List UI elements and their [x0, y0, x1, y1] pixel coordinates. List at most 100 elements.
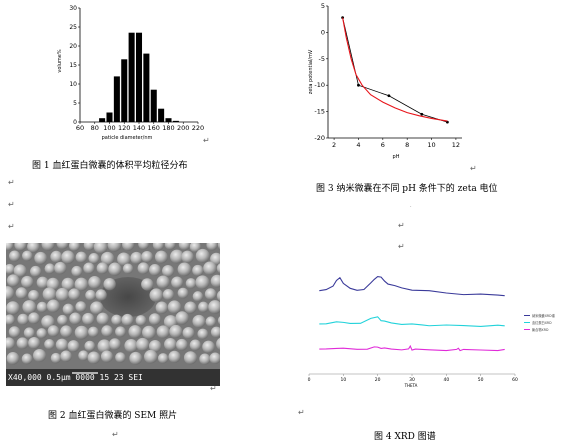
- fig1-ylabel: volume%: [57, 49, 63, 73]
- sem-particle: [21, 275, 34, 289]
- sem-particle: [141, 278, 154, 291]
- sem-particle: [167, 300, 182, 314]
- legend-item: 聚合物XRD: [524, 326, 564, 333]
- fig1-x-tick-label: 60: [76, 124, 84, 132]
- fig1-y-tick-label: 10: [69, 81, 77, 88]
- sem-particle: [197, 328, 209, 340]
- sem-particle: [88, 276, 102, 289]
- sem-particle: [57, 314, 68, 326]
- fig1-x-tick-label: 80: [91, 124, 99, 132]
- sem-particle: [61, 277, 75, 291]
- paragraph-mark: ↵: [8, 222, 15, 231]
- fig2-caption: 图 2 血红蛋白微囊的 SEM 照片: [48, 411, 178, 421]
- sem-particle: [88, 253, 100, 264]
- fig1-y-tick-label: 25: [69, 24, 77, 31]
- fig3-y-tick-label: -5: [319, 55, 325, 63]
- sem-particle: [17, 313, 29, 326]
- sem-particle: [129, 351, 143, 365]
- fig4-x-tick-label: 50: [478, 377, 484, 383]
- paragraph-mark: ↵: [8, 200, 15, 209]
- sem-particle: [124, 339, 138, 353]
- sem-particle: [195, 275, 210, 290]
- sem-particle: [83, 243, 95, 251]
- legend-swatch: [524, 329, 530, 330]
- sem-particle: [122, 243, 135, 251]
- fig1-y-tick-label: 15: [69, 62, 77, 69]
- legend-item: 血红蛋白XRD: [524, 319, 564, 326]
- fig4-x-tick-label: 20: [375, 377, 381, 383]
- sem-particle: [30, 265, 42, 278]
- fig1-xlabel: paticle diameter/nm: [102, 135, 153, 141]
- fig1-x-tick-label: 160: [148, 124, 160, 132]
- sem-particle: [46, 277, 60, 291]
- sem-particle: [6, 314, 15, 326]
- sem-particle: [183, 351, 198, 365]
- sem-scale-label: X40,000 0.5μm 0000 15 23 SEI: [8, 373, 143, 382]
- sem-particle: [69, 312, 82, 325]
- sem-particle: [50, 250, 63, 263]
- fig1-y-tick-label: 20: [69, 43, 77, 50]
- sem-particle: [22, 300, 37, 314]
- sem-particle: [157, 353, 169, 364]
- fig3-x-tick-label: 12: [452, 141, 460, 149]
- sem-particle: [68, 288, 81, 301]
- sem-particle: [192, 314, 206, 328]
- fig1-bar: [113, 76, 120, 122]
- fig4-x-tick-label: 30: [409, 377, 415, 383]
- fig3-y-tick-label: -20: [314, 134, 325, 142]
- sem-particle: [6, 274, 20, 287]
- sem-particle: [75, 301, 87, 313]
- sem-particle: [189, 243, 201, 253]
- fig4-series-line: [319, 344, 505, 352]
- sem-particle: [204, 288, 217, 300]
- sem-particle: [36, 328, 47, 339]
- sem-particle: [117, 252, 131, 266]
- paragraph-mark: ↵: [112, 430, 119, 439]
- sem-particle: [60, 350, 72, 362]
- sem-particle: [108, 262, 122, 276]
- sem-particle: [175, 311, 189, 325]
- legend-item: 纳米微囊XRD谱: [524, 312, 564, 319]
- sem-particle: [192, 264, 204, 277]
- fig1-x-tick-label: 120: [118, 124, 130, 132]
- fig3-point: [387, 94, 391, 98]
- fig4-x-tick-label: 10: [340, 377, 346, 383]
- sem-particle: [178, 243, 191, 251]
- sem-particle: [177, 262, 192, 277]
- sem-particle: [14, 243, 27, 251]
- fig1-bar: [172, 120, 179, 122]
- sem-particle: [216, 263, 220, 274]
- sem-particle: [13, 264, 27, 278]
- sem-particle: [156, 275, 170, 289]
- fig1-bar: [143, 53, 150, 122]
- fig3-y-tick-label: -15: [314, 108, 325, 116]
- fig4-x-tick-label: 0: [308, 377, 311, 383]
- legend-swatch: [524, 315, 530, 316]
- sem-particle: [95, 289, 107, 301]
- sem-particle: [28, 290, 40, 302]
- sem-particle: [202, 340, 215, 354]
- sem-particle: [115, 352, 126, 363]
- sem-particle: [195, 248, 210, 263]
- fig1-chart: 60 80 100 120 140 160 180 200 220 0 5 10 15 20 25 30 pa…: [57, 5, 204, 141]
- sem-particle: [189, 339, 201, 351]
- sem-particle: [16, 337, 29, 350]
- sem-particle: [84, 340, 96, 352]
- sem-particle: [128, 325, 142, 339]
- fig3-y-tick-label: -10: [314, 81, 325, 89]
- sem-particle: [136, 337, 150, 352]
- fig1-bar: [150, 89, 157, 122]
- fig3-ylabel: zeta potential/mV: [308, 49, 314, 94]
- fig4-series-line: [319, 316, 505, 327]
- sem-particle: [216, 290, 220, 302]
- sem-particle: [208, 300, 220, 314]
- paragraph-mark: ↵: [203, 136, 210, 145]
- fig1-bar: [106, 112, 113, 122]
- fig1-x-tick-label: 200: [177, 124, 189, 132]
- paragraph-mark: ↵: [8, 178, 15, 187]
- sem-particle: [47, 325, 60, 337]
- fig3-caption: 图 3 纳米微囊在不同 pH 条件下的 zeta 电位: [316, 184, 498, 194]
- sem-particle: [184, 301, 197, 314]
- fig1-caption: 图 1 血红蛋白微囊的体积平均粒径分布: [32, 161, 188, 171]
- fig4-x-tick-label: 40: [443, 377, 449, 383]
